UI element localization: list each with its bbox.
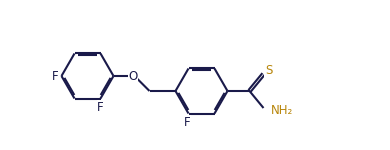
Text: S: S [265, 64, 272, 78]
Text: NH₂: NH₂ [271, 103, 293, 117]
Text: O: O [128, 69, 138, 82]
Text: F: F [52, 69, 58, 82]
Text: F: F [184, 116, 191, 129]
Text: F: F [97, 100, 104, 114]
